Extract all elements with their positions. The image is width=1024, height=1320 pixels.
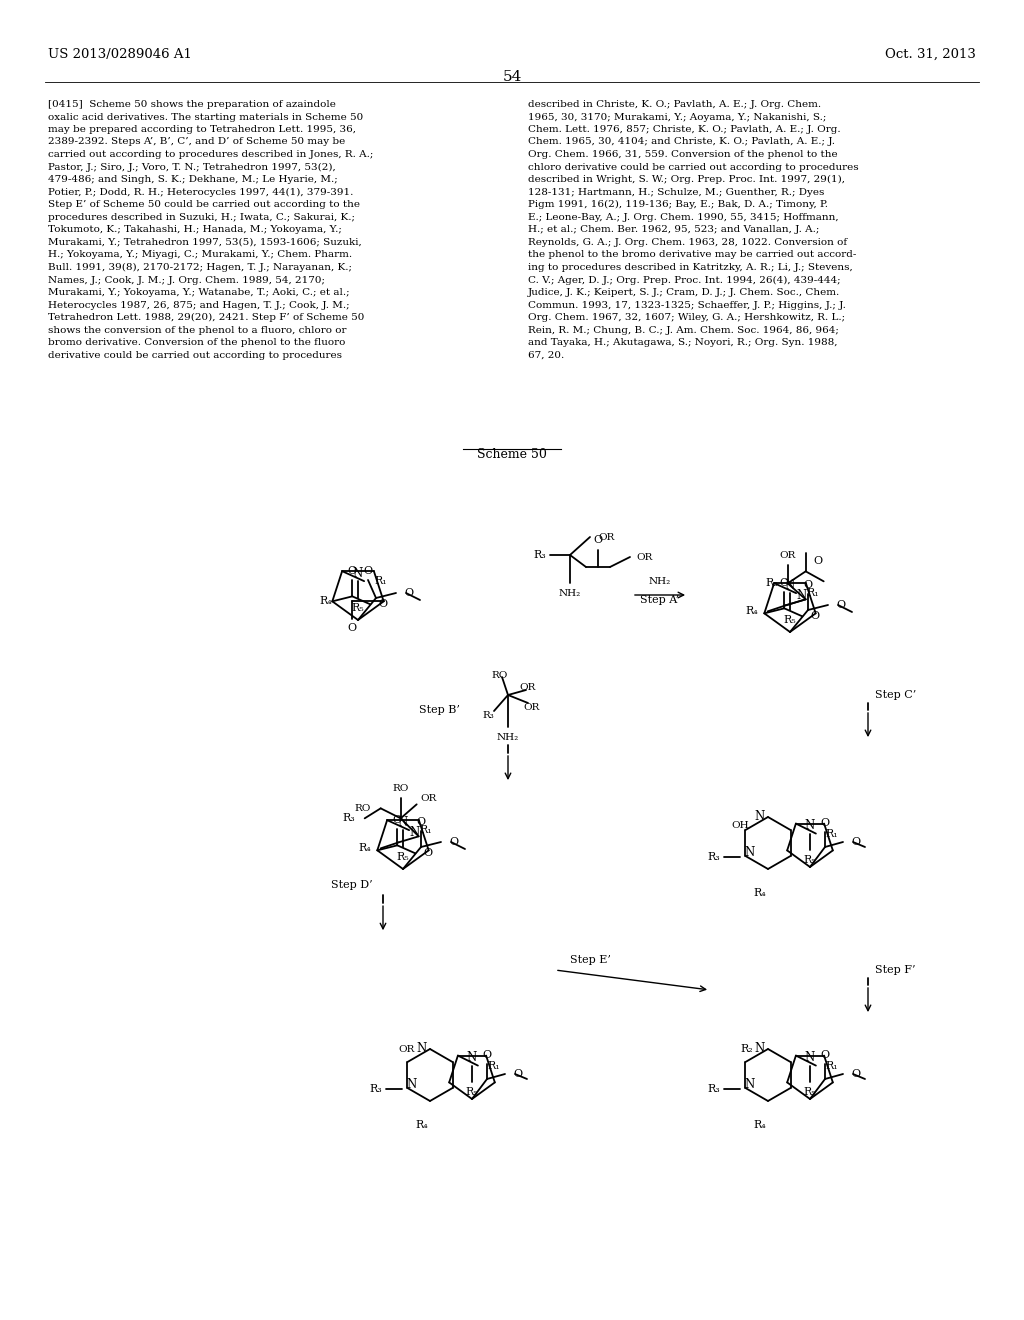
- Text: RO: RO: [492, 671, 508, 680]
- Text: O: O: [836, 601, 845, 610]
- Text: O: O: [851, 837, 860, 847]
- Text: O: O: [779, 578, 788, 589]
- Text: [0415]  Scheme 50 shows the preparation of azaindole
oxalic acid derivatives. Th: [0415] Scheme 50 shows the preparation o…: [48, 100, 374, 360]
- Text: O: O: [423, 849, 432, 858]
- Text: R₅: R₅: [804, 1086, 816, 1097]
- Text: N: N: [353, 566, 364, 579]
- Text: O: O: [851, 1069, 860, 1078]
- Text: R₅: R₅: [783, 615, 797, 626]
- Text: N: N: [417, 1043, 427, 1056]
- Text: R₃: R₃: [534, 550, 546, 560]
- Text: R₁: R₁: [806, 589, 819, 598]
- Text: R₄: R₄: [416, 1119, 428, 1130]
- Text: O: O: [594, 535, 602, 545]
- Text: R₃: R₃: [765, 578, 777, 589]
- Text: N: N: [784, 578, 795, 591]
- Text: R₅: R₅: [351, 603, 365, 614]
- Text: R₁: R₁: [826, 1060, 839, 1071]
- Text: Oct. 31, 2013: Oct. 31, 2013: [885, 48, 976, 61]
- Text: R₁: R₁: [374, 576, 387, 586]
- Text: O: O: [378, 599, 387, 610]
- Text: R₄: R₄: [358, 843, 371, 853]
- Text: NH₂: NH₂: [497, 733, 519, 742]
- Text: OR: OR: [398, 1044, 415, 1053]
- Text: N: N: [744, 846, 755, 859]
- Text: R₁: R₁: [487, 1060, 501, 1071]
- Text: R₄: R₄: [744, 606, 758, 616]
- Text: R₃: R₃: [708, 851, 720, 862]
- Text: 54: 54: [503, 70, 521, 84]
- Text: O: O: [404, 587, 413, 598]
- Text: OR: OR: [421, 793, 437, 803]
- Text: R₅: R₅: [396, 853, 410, 862]
- Text: OR: OR: [524, 702, 541, 711]
- Text: N: N: [407, 1078, 417, 1092]
- Text: OR: OR: [779, 550, 796, 560]
- Text: R₃: R₃: [370, 1084, 382, 1094]
- Text: O: O: [393, 816, 401, 825]
- Text: R₁: R₁: [826, 829, 839, 838]
- Text: OR: OR: [520, 682, 537, 692]
- Text: N: N: [805, 820, 815, 832]
- Text: O: O: [364, 566, 373, 576]
- Text: Step C’: Step C’: [874, 690, 916, 700]
- Text: O: O: [347, 623, 356, 634]
- Text: OH: OH: [731, 821, 749, 829]
- Text: R₅: R₅: [804, 854, 816, 865]
- Text: R₄: R₄: [318, 597, 332, 606]
- Text: R₁: R₁: [419, 825, 432, 836]
- Text: NH₂: NH₂: [649, 578, 671, 586]
- Text: N: N: [410, 826, 420, 838]
- Text: O: O: [449, 837, 458, 847]
- Text: O: O: [810, 611, 819, 622]
- Text: RO: RO: [392, 784, 409, 793]
- Text: R₃: R₃: [482, 710, 494, 719]
- Text: O: O: [348, 566, 357, 577]
- Text: R₃: R₃: [342, 813, 354, 824]
- Text: R₂: R₂: [740, 1044, 753, 1053]
- Text: O: O: [804, 579, 813, 590]
- Text: N: N: [755, 810, 765, 824]
- Text: N: N: [744, 1078, 755, 1092]
- Text: R₄: R₄: [754, 1119, 766, 1130]
- Text: O: O: [813, 556, 822, 566]
- Text: US 2013/0289046 A1: US 2013/0289046 A1: [48, 48, 191, 61]
- Text: Step B’: Step B’: [419, 705, 460, 715]
- Text: NH₂: NH₂: [559, 589, 582, 598]
- Text: O: O: [820, 818, 829, 828]
- Text: N: N: [797, 589, 807, 602]
- Text: R₃: R₃: [708, 1084, 720, 1094]
- Text: Step E’: Step E’: [569, 954, 610, 965]
- Text: N: N: [398, 816, 409, 829]
- Text: RO: RO: [354, 804, 371, 813]
- Text: Scheme 50: Scheme 50: [477, 447, 547, 461]
- Text: R₅: R₅: [466, 1086, 478, 1097]
- Text: O: O: [513, 1069, 522, 1078]
- Text: Step A’: Step A’: [640, 595, 680, 605]
- Text: Step D’: Step D’: [332, 880, 373, 890]
- Text: N: N: [805, 1051, 815, 1064]
- Text: Step F’: Step F’: [874, 965, 915, 975]
- Text: O: O: [482, 1049, 492, 1060]
- Text: OR: OR: [598, 532, 614, 541]
- Text: described in Christe, K. O.; Pavlath, A. E.; J. Org. Chem.
1965, 30, 3170; Murak: described in Christe, K. O.; Pavlath, A.…: [528, 100, 859, 359]
- Text: R₄: R₄: [754, 888, 766, 898]
- Text: O: O: [417, 817, 426, 828]
- Text: OR: OR: [636, 553, 652, 561]
- Text: N: N: [467, 1051, 477, 1064]
- Text: O: O: [820, 1049, 829, 1060]
- Text: N: N: [755, 1043, 765, 1056]
